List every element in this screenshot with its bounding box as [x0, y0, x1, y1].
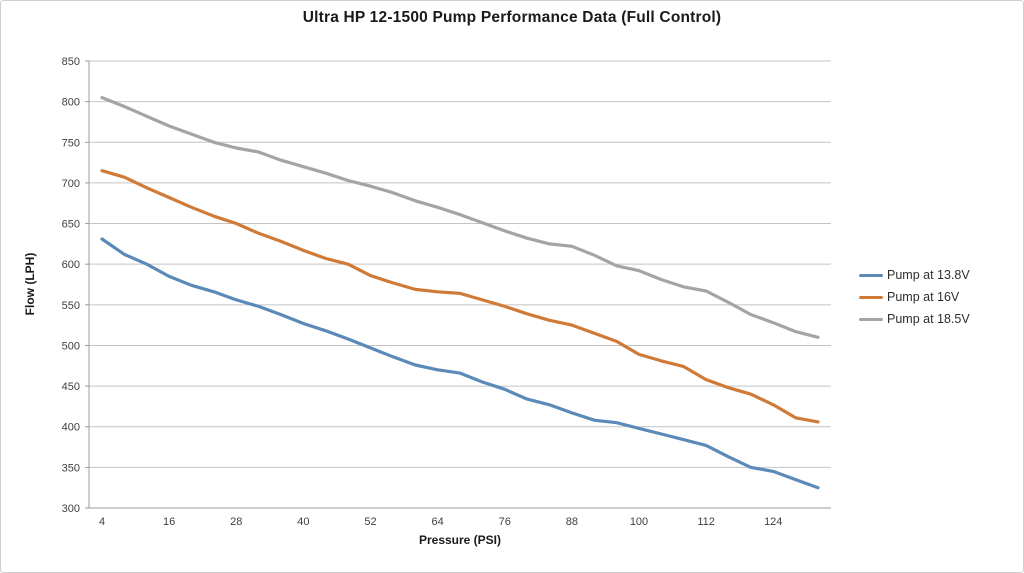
y-tick-label: 650	[62, 219, 80, 231]
legend-label: Pump at 16V	[887, 290, 960, 304]
x-tick-label: 4	[99, 516, 105, 528]
legend-item: Pump at 13.8V	[859, 264, 970, 286]
y-tick-label: 400	[62, 422, 80, 434]
x-axis-title: Pressure (PSI)	[418, 533, 502, 547]
x-tick-label: 40	[297, 516, 309, 528]
x-tick-label: 28	[230, 516, 242, 528]
legend-label: Pump at 18.5V	[887, 312, 970, 326]
legend-swatch-line	[859, 317, 883, 321]
y-tick-label: 600	[62, 259, 80, 271]
series-line-pump-at-18.5v	[100, 95, 820, 339]
x-tick-label: 52	[364, 516, 376, 528]
x-tick-label: 100	[630, 516, 648, 528]
x-tick-label: 124	[764, 516, 782, 528]
y-tick-label: 700	[62, 178, 80, 190]
y-tick-label: 300	[62, 503, 80, 515]
legend-swatch-line	[859, 295, 883, 299]
x-tick-label: 112	[697, 516, 715, 528]
chart-title: Ultra HP 12-1500 Pump Performance Data (…	[302, 9, 722, 26]
legend-swatch-line	[859, 273, 883, 277]
series-line-pump-at-16v	[100, 169, 820, 424]
legend-item: Pump at 16V	[859, 286, 970, 308]
series-line-pump-at-13.8v	[100, 237, 820, 490]
legend: Pump at 13.8V Pump at 16V Pump at 18.5V	[859, 264, 970, 330]
x-tick-label: 76	[499, 516, 511, 528]
y-axis-title: Flow (LPH)	[23, 252, 37, 316]
x-tick-label: 64	[432, 516, 444, 528]
x-tick-label: 16	[163, 516, 175, 528]
y-tick-label: 550	[62, 300, 80, 312]
y-tick-label: 500	[62, 340, 80, 352]
legend-item: Pump at 18.5V	[859, 308, 970, 330]
x-tick-label: 88	[566, 516, 578, 528]
y-tick-label: 800	[62, 97, 80, 109]
legend-label: Pump at 13.8V	[887, 268, 970, 282]
y-tick-label: 450	[62, 381, 80, 393]
y-tick-label: 850	[62, 56, 80, 68]
y-tick-label: 350	[62, 462, 80, 474]
y-tick-label: 750	[62, 137, 80, 149]
